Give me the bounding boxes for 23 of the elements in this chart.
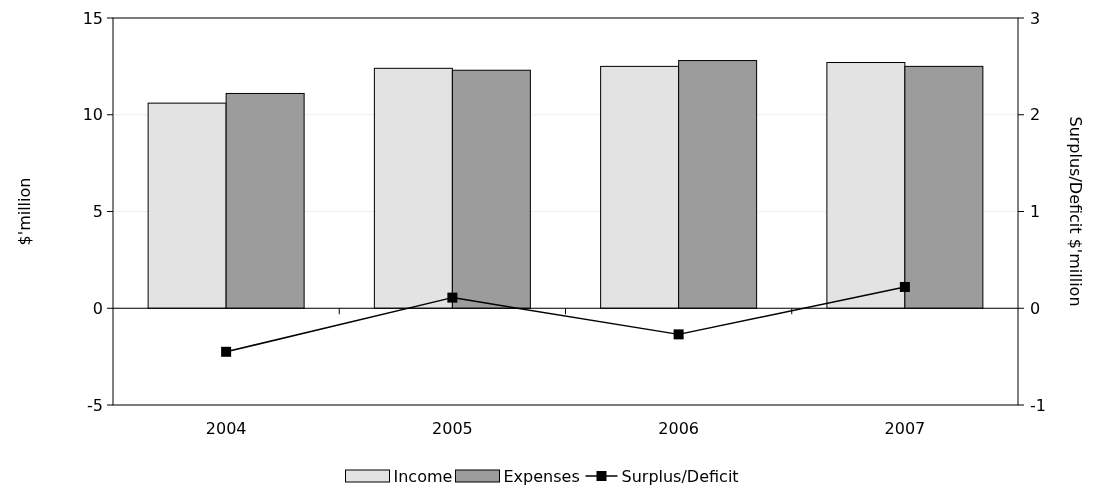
x-tick-label: 2005: [432, 419, 473, 438]
point: [673, 329, 684, 340]
y-tick-label: 5: [92, 202, 103, 222]
legend-label: Expenses: [503, 467, 580, 486]
legend-label: Income: [393, 467, 453, 486]
legend-label: Surplus/Deficit: [621, 467, 739, 486]
y-axis-title: $'million: [15, 177, 34, 246]
point: [899, 281, 910, 292]
y-tick-label: 0: [92, 298, 103, 318]
y-tick-label: 10: [82, 105, 103, 125]
point: [447, 292, 458, 303]
y2-tick-label: 1: [1030, 202, 1041, 222]
y2-tick-label: 0: [1030, 298, 1041, 318]
x-tick-label: 2006: [658, 419, 699, 438]
point: [221, 346, 232, 357]
y2-axis-title: Surplus/Deficit $'million: [1066, 116, 1085, 307]
y-tick-label: 15: [82, 8, 103, 28]
x-tick-label: 2007: [884, 419, 926, 438]
x-tick-label: 2004: [205, 419, 247, 438]
y2-tick-label: -1: [1030, 395, 1046, 415]
y2-tick-label: 2: [1030, 105, 1041, 125]
y2-tick-label: 3: [1030, 8, 1041, 28]
y-tick-label: -5: [87, 395, 103, 415]
